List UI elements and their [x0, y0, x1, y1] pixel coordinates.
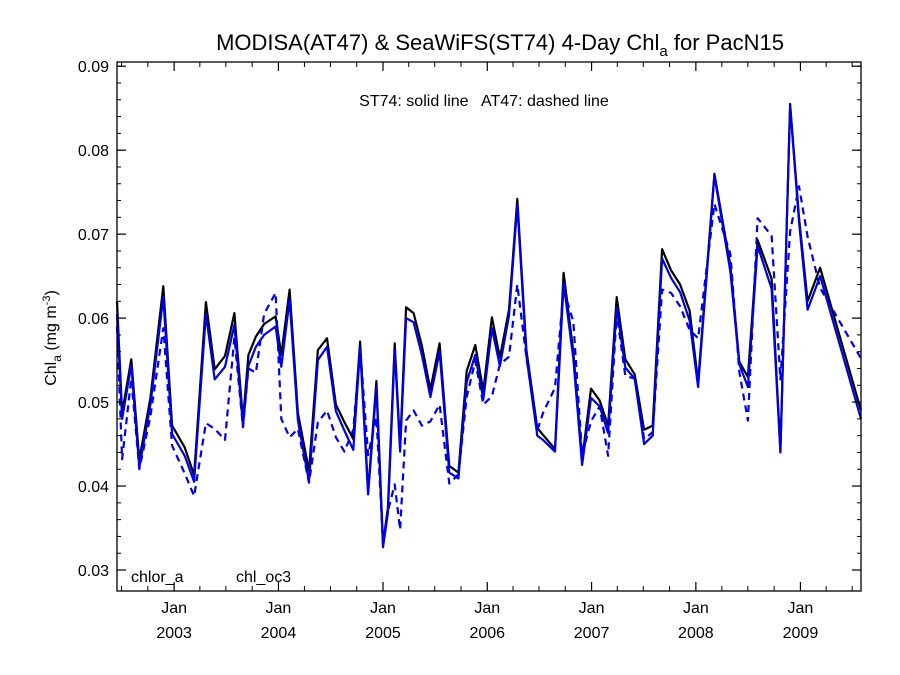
x-ticks: Jan 2003 Jan 2004 Jan 2005 Jan 2006 Jan 2007 Jan 20…: [121, 62, 853, 642]
y-tick-label: 0.08: [78, 143, 109, 160]
x-tick-year: 2008: [678, 625, 714, 642]
x-tick-year: 2004: [261, 625, 297, 642]
x-tick-month: Jan: [788, 600, 814, 617]
x-tick-month: Jan: [683, 600, 709, 617]
y-tick-label: 0.06: [78, 311, 109, 328]
x-tick-year: 2007: [574, 625, 610, 642]
x-tick-year: 2006: [469, 625, 505, 642]
x-tick-month: Jan: [161, 600, 187, 617]
x-tick-month: Jan: [474, 600, 500, 617]
legend-entry-chl-oc3: chl_oc3: [236, 569, 291, 586]
y-axis-label: Chla (mg m-3): [41, 290, 64, 386]
y-tick-label: 0.04: [78, 479, 109, 496]
x-tick-year: 2005: [365, 625, 401, 642]
legend-entry-chlor-a: chlor_a: [131, 569, 184, 586]
plot-frame: [116, 61, 862, 592]
series-layer: [115, 102, 863, 549]
y-tick-label: 0.07: [78, 227, 109, 244]
x-tick-year: 2003: [156, 625, 192, 642]
x-tick-month: Jan: [579, 600, 605, 617]
series-line-chl-oc3-at47: [115, 185, 862, 544]
x-tick-month: Jan: [370, 600, 396, 617]
x-tick-year: 2009: [783, 625, 819, 642]
y-tick-label: 0.05: [78, 395, 109, 412]
y-tick-label: 0.03: [78, 563, 109, 580]
series-line-chl-oc3: [115, 104, 863, 549]
x-tick-month: Jan: [266, 600, 292, 617]
line-style-note: ST74: solid line AT47: dashed line: [359, 93, 609, 110]
y-tick-label: 0.09: [78, 59, 109, 76]
y-ticks: 0.03 0.04 0.05 0.06 0.07 0.08 0.09: [78, 59, 861, 580]
chart-title: MODISA(AT47) & SeaWiFS(ST74) 4-Day Chla …: [216, 30, 784, 60]
series-line-chlor-a: [115, 102, 863, 546]
